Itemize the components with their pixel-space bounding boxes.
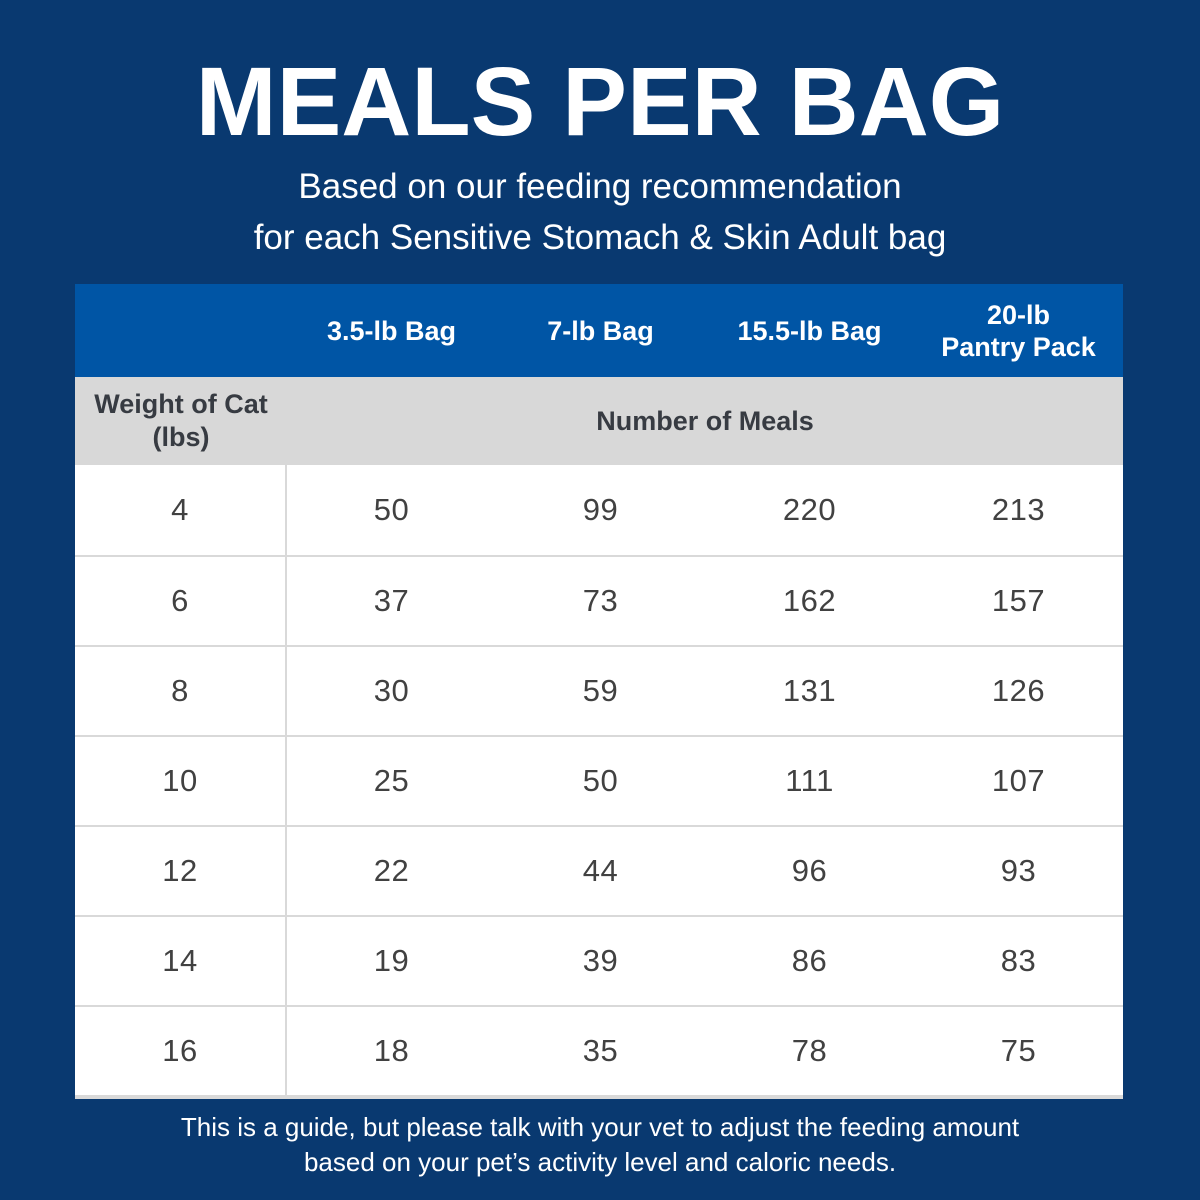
- meals-cell: 131: [782, 673, 837, 708]
- table-row: 6 37 73 162 157: [75, 555, 1123, 645]
- meals-cell: 96: [791, 853, 828, 888]
- meals-cell: 19: [373, 943, 410, 978]
- table-row: 4 50 99 220 213: [75, 465, 1123, 555]
- weight-cell: 16: [75, 1007, 287, 1095]
- bag-column-header-15-5lb: 15.5-lb Bag: [737, 315, 882, 346]
- table-row: 12 22 44 96 93: [75, 825, 1123, 915]
- meals-cell: 93: [1000, 853, 1037, 888]
- meals-cell: 50: [373, 492, 410, 527]
- meals-cell: 126: [991, 673, 1046, 708]
- weight-of-cat-header: Weight of Cat (lbs): [94, 389, 268, 452]
- table-row: 14 19 39 86 83: [75, 915, 1123, 1005]
- meals-cell: 99: [582, 492, 619, 527]
- number-of-meals-header: Number of Meals: [596, 405, 814, 436]
- bag-column-header-20lb-pantry-pack: 20-lb Pantry Pack: [941, 299, 1096, 362]
- subtitle-line-2: for each Sensitive Stomach & Skin Adult …: [253, 218, 947, 257]
- meals-cell: 78: [791, 1033, 828, 1068]
- meals-cell: 86: [791, 943, 828, 978]
- meals-cell: 220: [782, 492, 837, 527]
- meals-cell: 37: [373, 583, 410, 618]
- page-subtitle: Based on our feeding recommendation for …: [0, 161, 1200, 263]
- weight-cell: 8: [75, 647, 287, 735]
- weight-cell: 6: [75, 557, 287, 645]
- weight-cell: 14: [75, 917, 287, 1005]
- meals-cell: 157: [991, 583, 1046, 618]
- meals-cell: 107: [991, 763, 1046, 798]
- meals-cell: 22: [373, 853, 410, 888]
- meals-cell: 30: [373, 673, 410, 708]
- meals-cell: 35: [582, 1033, 619, 1068]
- meals-cell: 59: [582, 673, 619, 708]
- weight-cell: 10: [75, 737, 287, 825]
- page-title: MEALS PER BAG: [195, 47, 1005, 156]
- bag-column-header-3-5lb: 3.5-lb Bag: [326, 315, 457, 346]
- table-row: 16 18 35 78 75: [75, 1005, 1123, 1095]
- weight-cell: 4: [75, 465, 287, 555]
- meals-cell: 73: [582, 583, 619, 618]
- table-row: 8 30 59 131 126: [75, 645, 1123, 735]
- table-subheader-row: Weight of Cat (lbs) Number of Meals: [75, 377, 1123, 465]
- meals-cell: 162: [782, 583, 837, 618]
- footer-line-2: based on your pet’s activity level and c…: [303, 1147, 897, 1177]
- meals-cell: 25: [373, 763, 410, 798]
- meals-cell: 83: [1000, 943, 1037, 978]
- corner-cell: [75, 284, 287, 377]
- meals-cell: 39: [582, 943, 619, 978]
- table-row: 10 25 50 111 107: [75, 735, 1123, 825]
- footer-note: This is a guide, but please talk with yo…: [0, 1110, 1200, 1180]
- meals-per-bag-table: 3.5-lb Bag 7-lb Bag 15.5-lb Bag 20-lb Pa…: [75, 284, 1123, 1099]
- subtitle-line-1: Based on our feeding recommendation: [298, 167, 902, 206]
- weight-cell: 12: [75, 827, 287, 915]
- meals-cell: 213: [991, 492, 1046, 527]
- meals-cell: 111: [785, 763, 834, 798]
- footer-line-1: This is a guide, but please talk with yo…: [180, 1112, 1020, 1142]
- meals-cell: 18: [373, 1033, 410, 1068]
- bag-column-header-7lb: 7-lb Bag: [547, 315, 654, 346]
- meals-cell: 44: [582, 853, 619, 888]
- table-header-row: 3.5-lb Bag 7-lb Bag 15.5-lb Bag 20-lb Pa…: [75, 284, 1123, 377]
- meals-cell: 75: [1000, 1033, 1037, 1068]
- meals-cell: 50: [582, 763, 619, 798]
